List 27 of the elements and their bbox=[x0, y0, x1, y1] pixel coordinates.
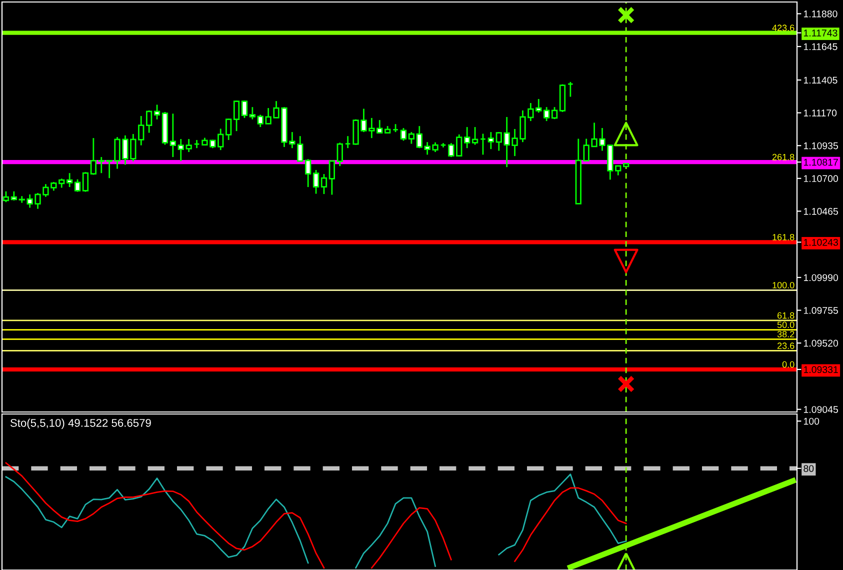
annotation: 50.0 bbox=[777, 322, 794, 328]
y-tick-label: 1.11880 bbox=[804, 10, 838, 18]
y-tick-label: 1.09520 bbox=[804, 340, 838, 347]
y-tick-label: 1.09331 bbox=[804, 366, 838, 374]
annotation: 261.8 bbox=[772, 154, 794, 160]
y-tick-label: 1.11645 bbox=[804, 43, 838, 50]
y-tick-label: 100 bbox=[804, 418, 820, 425]
y-tick-label: 1.11405 bbox=[804, 76, 838, 84]
annotation: 161.8 bbox=[772, 234, 794, 240]
annotation: 0.0 bbox=[782, 361, 794, 368]
y-tick-label: 1.10243 bbox=[804, 238, 838, 246]
y-tick-label: 1.10465 bbox=[804, 208, 838, 215]
y-tick-label: 1.11743 bbox=[804, 30, 838, 36]
y-tick-label: 80 bbox=[804, 465, 814, 472]
y-tick-label: 1.10700 bbox=[804, 175, 838, 182]
annotation: 423.6 bbox=[772, 24, 794, 32]
y-tick-label: 1.11170 bbox=[804, 110, 837, 116]
annotation: 23.6 bbox=[778, 342, 794, 349]
y-tick-label: 1.09990 bbox=[804, 274, 838, 282]
y-tick-label: 1.10817 bbox=[804, 158, 838, 166]
y-tick-label: 1.09045 bbox=[804, 406, 838, 413]
y-tick-label: 1.09755 bbox=[804, 307, 838, 314]
annotation: 100.0 bbox=[772, 282, 794, 288]
y-tick-label: 1.10935 bbox=[804, 142, 838, 150]
annotation: 61.8 bbox=[778, 312, 794, 319]
annotation: 38.2 bbox=[777, 330, 794, 338]
chart-title: Sto(5,5,10) 49.1522 56.6579 bbox=[10, 418, 151, 430]
